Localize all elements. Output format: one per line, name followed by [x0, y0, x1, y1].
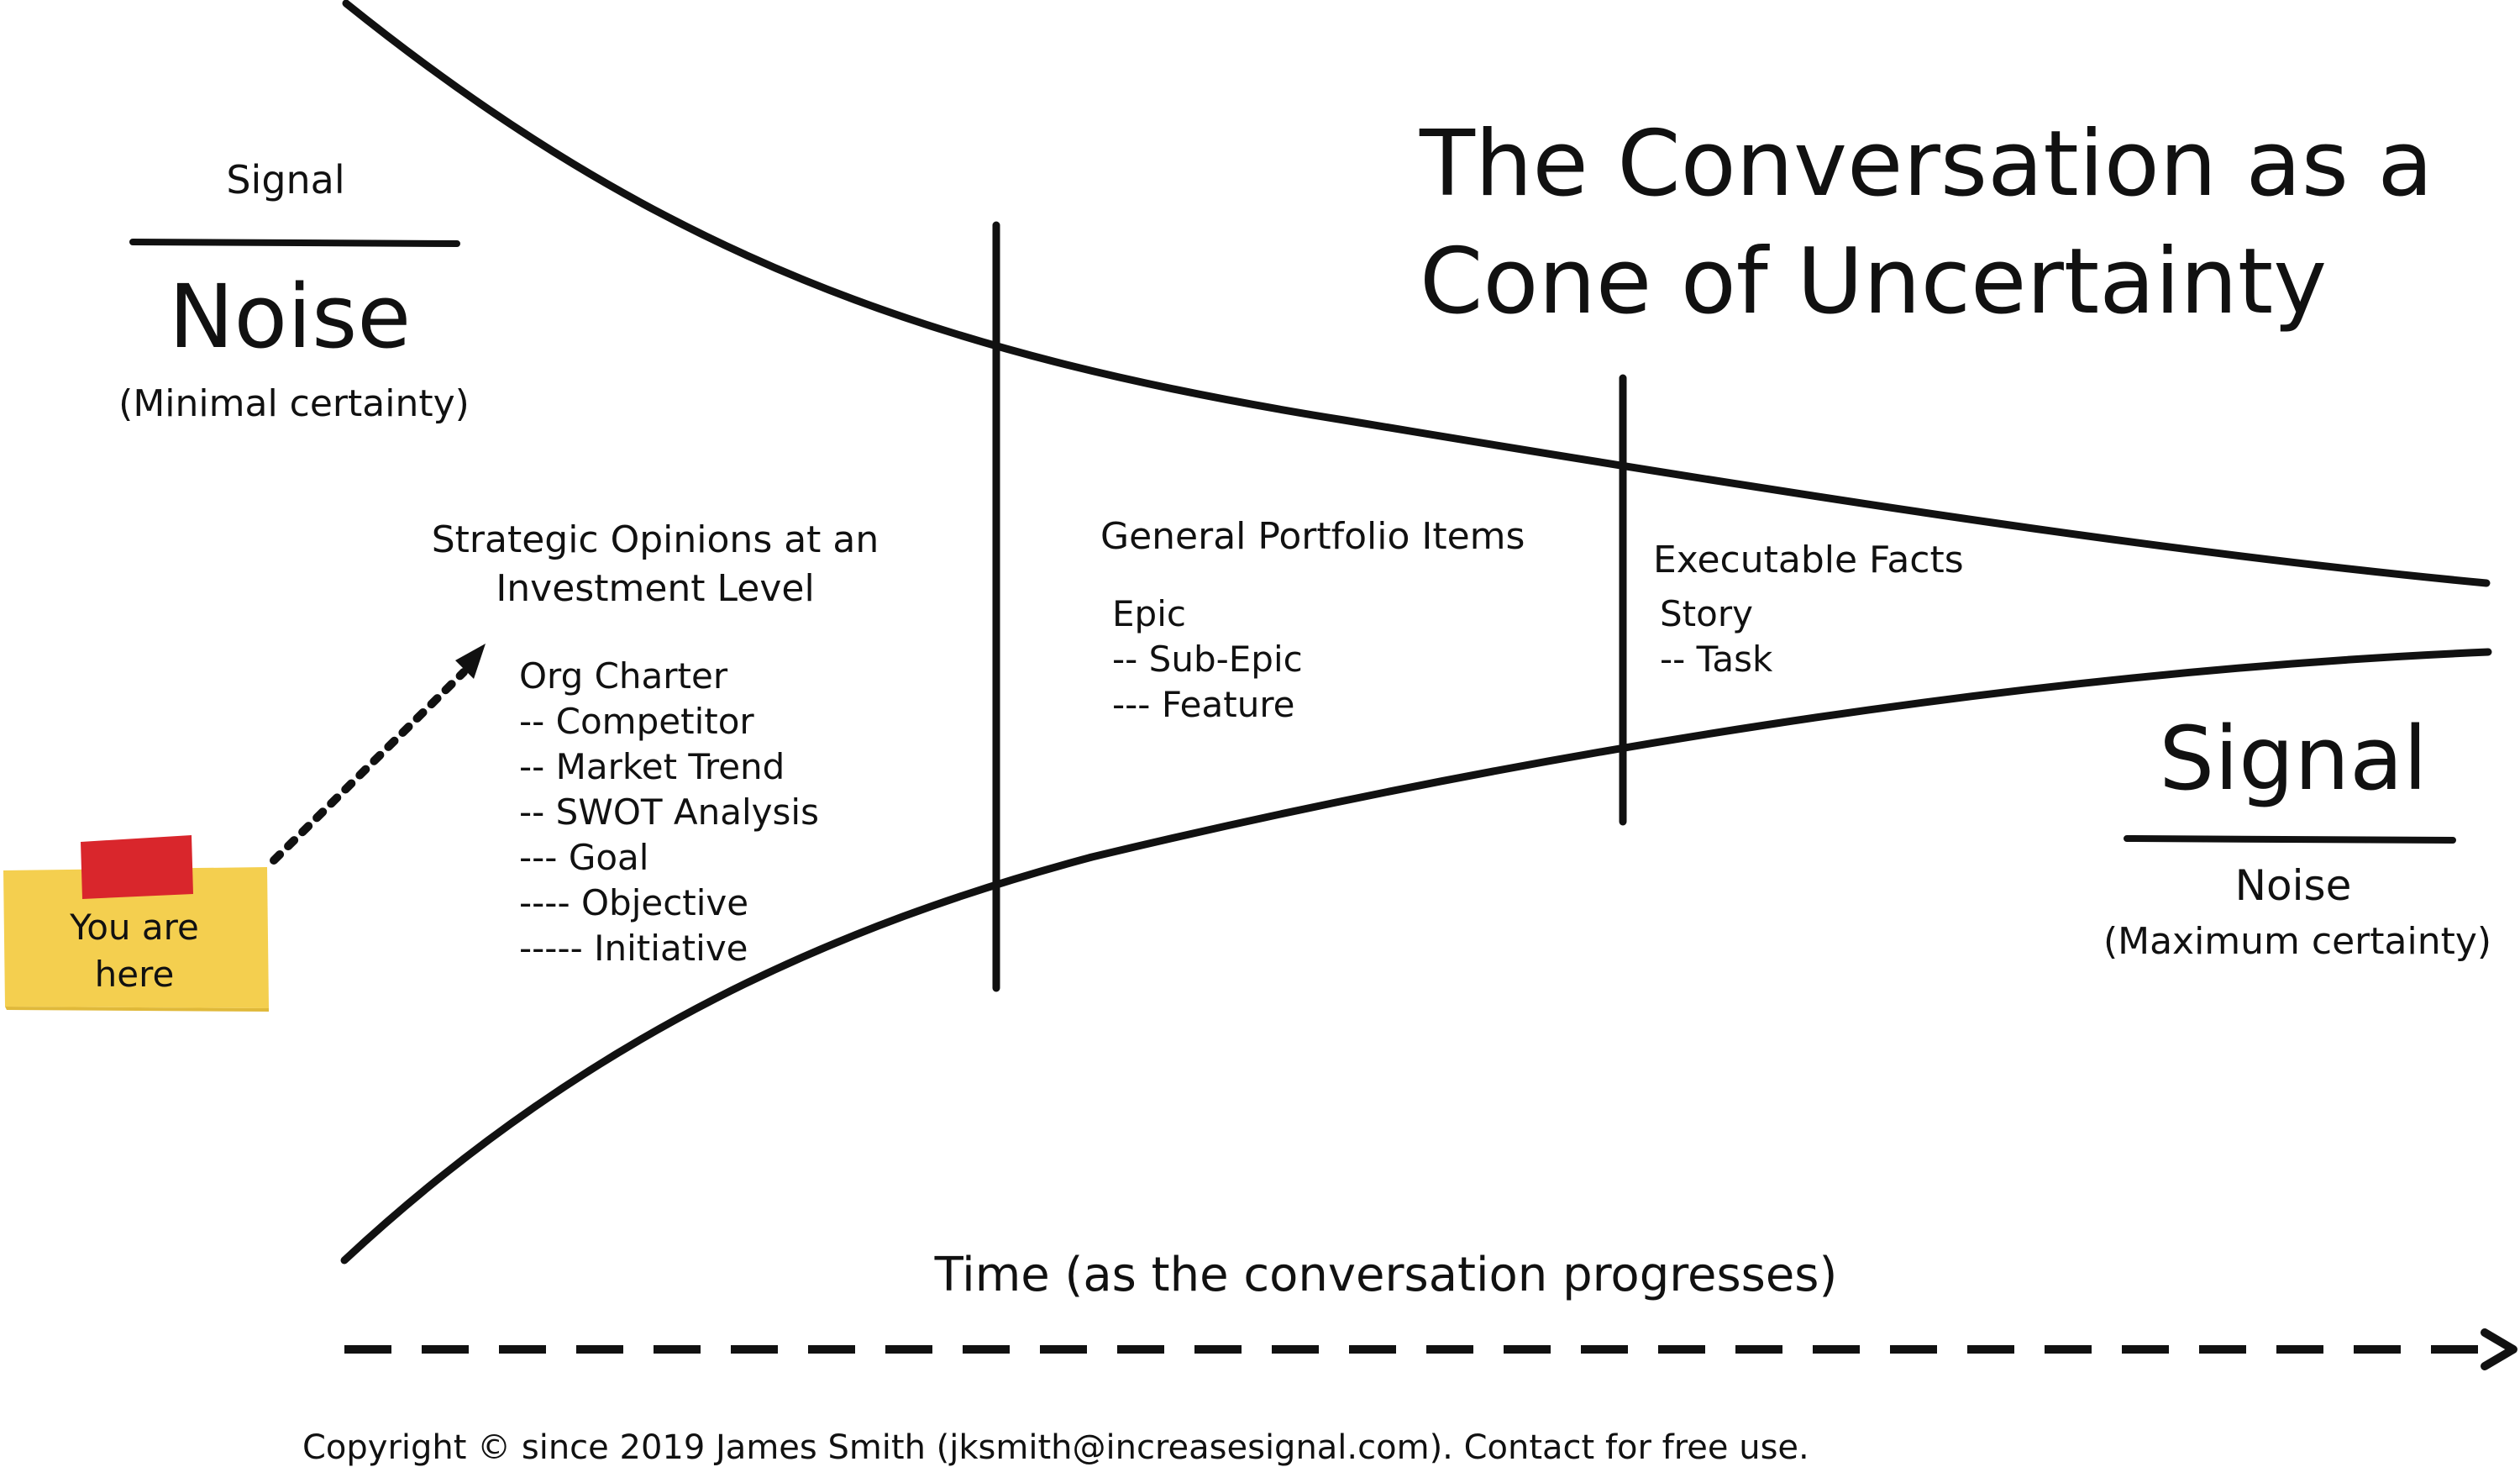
- end-signal-label: Signal: [2159, 707, 2428, 810]
- phase-3-list: Story -- Task: [1660, 592, 1772, 682]
- list-item: -- Sub-Epic: [1112, 639, 1303, 680]
- cone-lower-curve: [340, 648, 2492, 1265]
- start-fraction-bar: [129, 239, 460, 247]
- list-item: -- SWOT Analysis: [519, 791, 819, 833]
- cone-upper-curve: [342, 0, 2491, 587]
- start-noise-label: Noise: [168, 266, 412, 368]
- list-item: ---- Objective: [519, 882, 749, 923]
- phase-1-list: Org Charter -- Competitor -- Market Tren…: [519, 654, 819, 971]
- end-fraction-bar: [2124, 835, 2456, 844]
- title-line-1: The Conversation as a: [1420, 112, 2433, 217]
- list-item: --- Feature: [1112, 684, 1295, 725]
- title-line-2: Cone of Uncertainty: [1420, 229, 2328, 334]
- sticky-note: [3, 867, 269, 1008]
- phase-1-heading: Strategic Opinions at an Investment Leve…: [420, 516, 890, 613]
- list-item: -- Competitor: [519, 701, 754, 742]
- phase-1-heading-line-1: Strategic Opinions at an: [431, 518, 879, 561]
- list-item: Story: [1660, 593, 1753, 634]
- diagram-title: The Conversation as a Cone of Uncertaint…: [1420, 106, 2433, 341]
- start-certainty-label: (Minimal certainty): [118, 382, 470, 425]
- start-signal-label: Signal: [226, 157, 345, 202]
- you-are-here-arrow-line: [270, 668, 468, 865]
- you-are-here-label: You are here: [17, 904, 252, 998]
- you-are-here-line-1: You are: [70, 907, 199, 948]
- sticky-note-shadow: [5, 1007, 269, 1012]
- end-certainty-label: (Maximum certainty): [2103, 920, 2492, 963]
- end-noise-label: Noise: [2234, 861, 2352, 910]
- time-axis-arrowhead-icon: [2481, 1328, 2517, 1370]
- you-are-here-arrowhead-icon: [455, 644, 486, 679]
- phase-2-list: Epic -- Sub-Epic --- Feature: [1112, 592, 1303, 728]
- phase-2-heading: General Portfolio Items: [1100, 515, 1525, 558]
- time-axis-label: Time (as the conversation progresses): [934, 1248, 1838, 1302]
- list-item: -- Task: [1660, 639, 1773, 680]
- phase-3-heading: Executable Facts: [1653, 539, 1964, 581]
- sticky-note-tape: [81, 835, 193, 899]
- copyright-notice: Copyright © since 2019 James Smith (jksm…: [302, 1428, 1809, 1467]
- list-item: ----- Initiative: [519, 928, 748, 969]
- list-item: -- Market Trend: [519, 746, 785, 787]
- list-item: Epic: [1112, 593, 1186, 634]
- list-item: --- Goal: [519, 837, 649, 878]
- list-item: Org Charter: [519, 655, 728, 697]
- you-are-here-line-2: here: [94, 954, 175, 995]
- phase-1-heading-line-2: Investment Level: [496, 567, 815, 610]
